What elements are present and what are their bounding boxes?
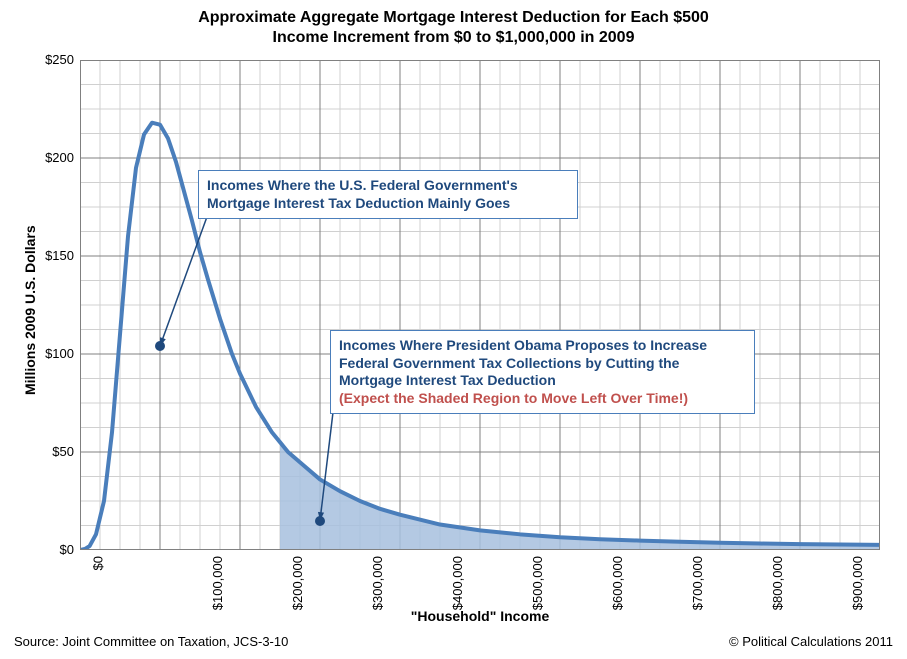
- title-line-1: Approximate Aggregate Mortgage Interest …: [0, 8, 907, 28]
- x-tick-label: $400,000: [450, 556, 465, 610]
- source-text: Source: Joint Committee on Taxation, JCS…: [14, 634, 288, 649]
- title-line-2: Income Increment from $0 to $1,000,000 i…: [0, 28, 907, 48]
- x-tick-label: $700,000: [690, 556, 705, 610]
- x-tick-label: $0: [90, 556, 105, 570]
- chart-page: Approximate Aggregate Mortgage Interest …: [0, 0, 907, 659]
- y-tick-label: $250: [32, 52, 74, 67]
- y-tick-label: $0: [32, 542, 74, 557]
- x-tick-label: $500,000: [530, 556, 545, 610]
- callout-1-text: Incomes Where the U.S. Federal Governmen…: [207, 177, 518, 211]
- y-tick-label: $150: [32, 248, 74, 263]
- x-tick-label: $600,000: [610, 556, 625, 610]
- x-axis-label: "Household" Income: [80, 608, 880, 624]
- callout-2-marker: [315, 516, 325, 526]
- x-tick-label: $200,000: [290, 556, 305, 610]
- plot-area: [80, 60, 880, 550]
- callout-obama-proposal: Incomes Where President Obama Proposes t…: [330, 330, 755, 414]
- y-tick-label: $200: [32, 150, 74, 165]
- x-tick-label: $800,000: [770, 556, 785, 610]
- x-tick-label: $900,000: [850, 556, 865, 610]
- x-tick-label: $100,000: [210, 556, 225, 610]
- callout-main-deduction: Incomes Where the U.S. Federal Governmen…: [198, 170, 578, 219]
- y-tick-label: $100: [32, 346, 74, 361]
- copyright-text: © Political Calculations 2011: [729, 634, 893, 649]
- chart-title: Approximate Aggregate Mortgage Interest …: [0, 8, 907, 48]
- y-tick-label: $50: [32, 444, 74, 459]
- callout-2-text: Incomes Where President Obama Proposes t…: [339, 337, 707, 388]
- x-tick-label: $300,000: [370, 556, 385, 610]
- callout-2-red-text: (Expect the Shaded Region to Move Left O…: [339, 390, 746, 408]
